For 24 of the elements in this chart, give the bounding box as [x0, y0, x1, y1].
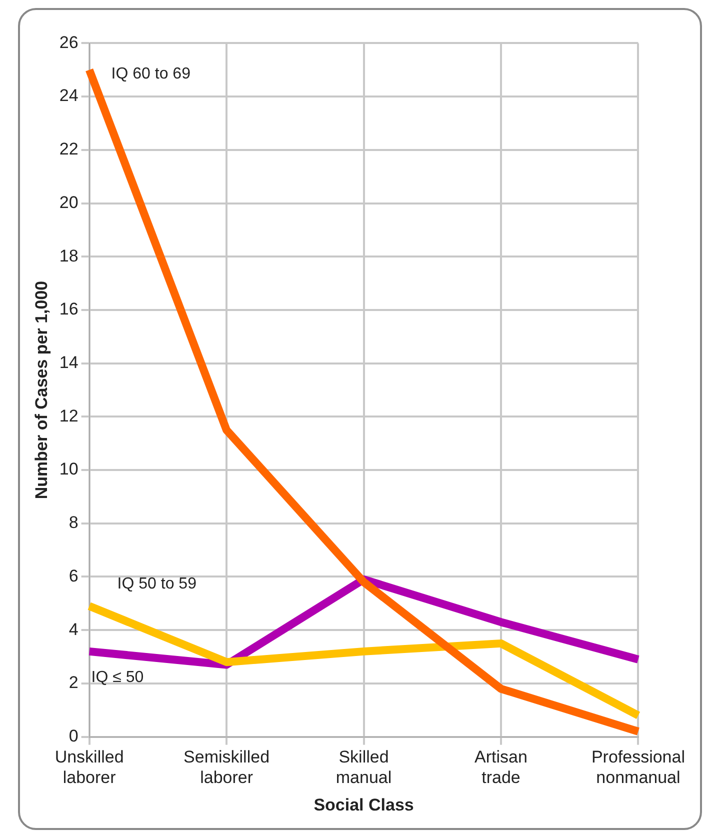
x-axis-title: Social Class — [314, 795, 414, 814]
y-tick-label: 6 — [68, 566, 78, 586]
y-tick-label: 24 — [59, 86, 78, 106]
x-tick-label: Unskilled laborer — [54, 748, 124, 788]
y-tick-label: 18 — [59, 246, 78, 266]
y-axis-title: Number of Cases per 1,000 — [32, 280, 51, 500]
series-label: IQ 50 to 59 — [117, 575, 197, 592]
y-tick-label: 26 — [59, 32, 78, 52]
y-tick-label: 0 — [68, 726, 78, 746]
x-tick-label: Semiskilled laborer — [184, 748, 270, 788]
y-tick-label: 12 — [59, 406, 78, 426]
y-tick-label: 16 — [59, 300, 78, 319]
series-label: IQ ≤ 50 — [91, 668, 144, 686]
y-tick-label: 2 — [68, 673, 78, 692]
y-tick-label: 8 — [68, 513, 78, 532]
series-label: IQ 60 to 69 — [111, 65, 191, 82]
y-tick-label: 10 — [59, 460, 78, 479]
y-tick-label: 22 — [59, 140, 78, 159]
x-tick-label: Professional nonmanual — [591, 748, 686, 788]
x-tick-label: Skilled manual — [336, 748, 392, 788]
y-tick-label: 20 — [59, 192, 78, 212]
x-tick-label: Artisan trade — [474, 748, 528, 788]
y-tick-label: 4 — [68, 620, 78, 639]
y-tick-label: 14 — [59, 353, 78, 372]
